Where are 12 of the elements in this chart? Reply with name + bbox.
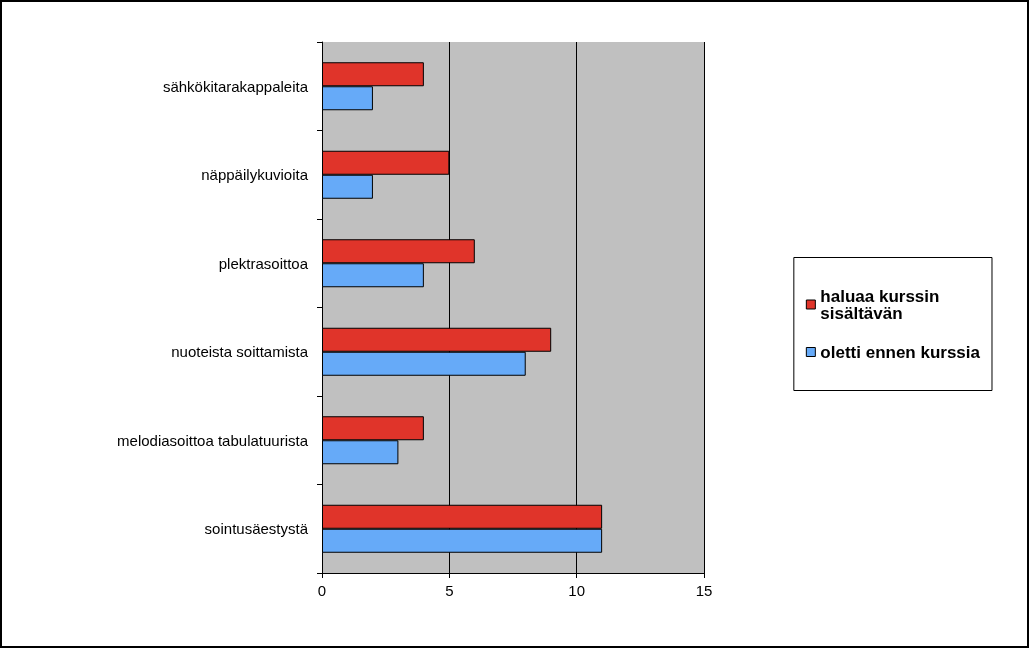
y-tick-label: nuoteista soittamista [171, 343, 309, 361]
x-tick-label: 5 [445, 582, 454, 599]
x-tick-label: 15 [695, 582, 713, 599]
y-tick-label: sähkökitarakappaleita [162, 77, 309, 95]
y-tick-label: näppäilykuvioita [201, 166, 309, 184]
y-tick-label: plektrasoittoa [218, 254, 309, 272]
y-tick-label: sointusäestystä [204, 520, 309, 538]
legend-label: haluaa kurssin sisältävän [820, 286, 945, 323]
x-tick-label: 10 [568, 582, 586, 599]
y-tick-label: melodiasoittoa tabulatuurista [117, 431, 309, 449]
legend-label: oletti ennen kurssia [820, 342, 981, 362]
x-tick-label: 0 [317, 582, 327, 599]
